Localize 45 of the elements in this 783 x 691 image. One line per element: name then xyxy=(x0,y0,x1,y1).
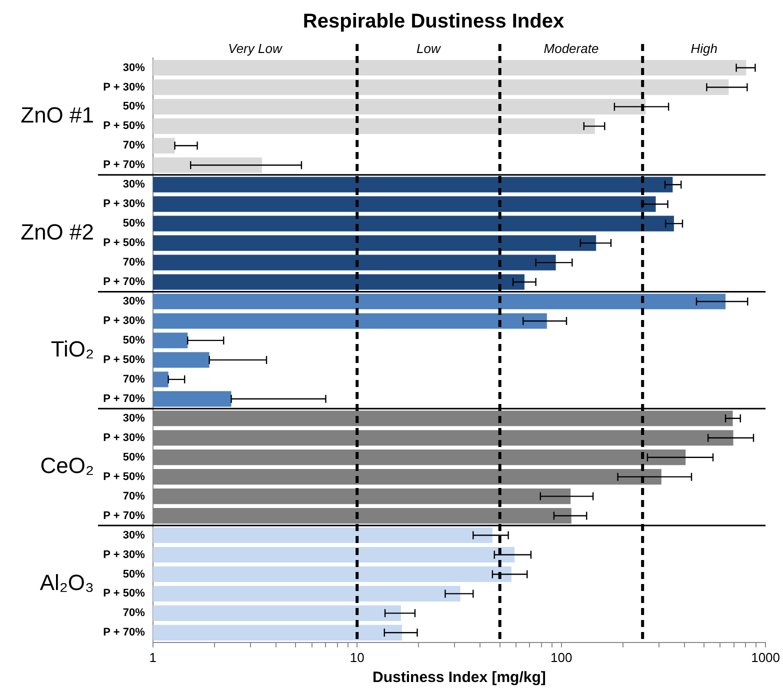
y-tick-label: 70% xyxy=(122,490,146,502)
y-tick-label: 30% xyxy=(122,412,146,424)
y-tick-label: 50% xyxy=(122,451,146,464)
annotation: High xyxy=(690,41,718,56)
y-tick-label: 50% xyxy=(122,568,146,580)
text: TiO₂ xyxy=(50,336,94,362)
y-tick-label: 30% xyxy=(122,296,146,308)
x-tick-label: 1 xyxy=(149,650,157,665)
annotation: Moderate xyxy=(544,41,599,56)
annotation: Low xyxy=(416,41,442,56)
y-tick-label: P + 50% xyxy=(103,470,146,483)
y-tick-label: 50% xyxy=(122,334,146,346)
y-tick-label: 30% xyxy=(122,178,146,191)
x-tick-label: 100 xyxy=(550,650,572,665)
y-tick-label: P + 70% xyxy=(103,510,146,522)
y-tick-label: P + 70% xyxy=(103,392,146,405)
y-tick-label: 70% xyxy=(122,607,146,620)
y-tick-label: 50% xyxy=(122,100,146,113)
y-tick-label: 30% xyxy=(122,62,146,74)
y-tick-label: P + 50% xyxy=(103,354,146,366)
y-tick-label: P + 30% xyxy=(103,315,146,328)
x-axis-title: Dustiness Index [mg/kg] xyxy=(372,669,546,686)
y-tick-label: P + 30% xyxy=(103,548,146,561)
y-tick-label: 50% xyxy=(122,218,146,230)
annotation: Very Low xyxy=(228,41,284,56)
chart-title: Respirable Dustiness Index xyxy=(302,10,564,33)
x-tick-label: 1000 xyxy=(751,650,780,665)
text: ZnO #1 xyxy=(20,102,94,128)
y-tick-label: P + 70% xyxy=(103,159,146,172)
y-tick-label: 70% xyxy=(122,140,146,152)
y-tick-label: P + 30% xyxy=(103,432,146,444)
y-tick-label: 30% xyxy=(122,529,146,542)
y-tick-label: P + 50% xyxy=(103,120,146,132)
y-tick-label: 70% xyxy=(122,256,146,269)
x-tick-label: 10 xyxy=(350,650,364,665)
y-tick-label: P + 30% xyxy=(103,198,146,210)
text: ZnO #2 xyxy=(20,219,94,244)
y-tick-label: P + 30% xyxy=(103,81,146,94)
text: Al₂O₃ xyxy=(40,570,94,596)
y-tick-label: P + 50% xyxy=(103,237,146,250)
text: CeO₂ xyxy=(40,453,94,478)
y-tick-label: P + 70% xyxy=(103,276,146,288)
y-tick-label: 70% xyxy=(122,373,146,386)
y-tick-label: P + 70% xyxy=(103,626,146,639)
y-tick-label: P + 50% xyxy=(103,588,146,600)
